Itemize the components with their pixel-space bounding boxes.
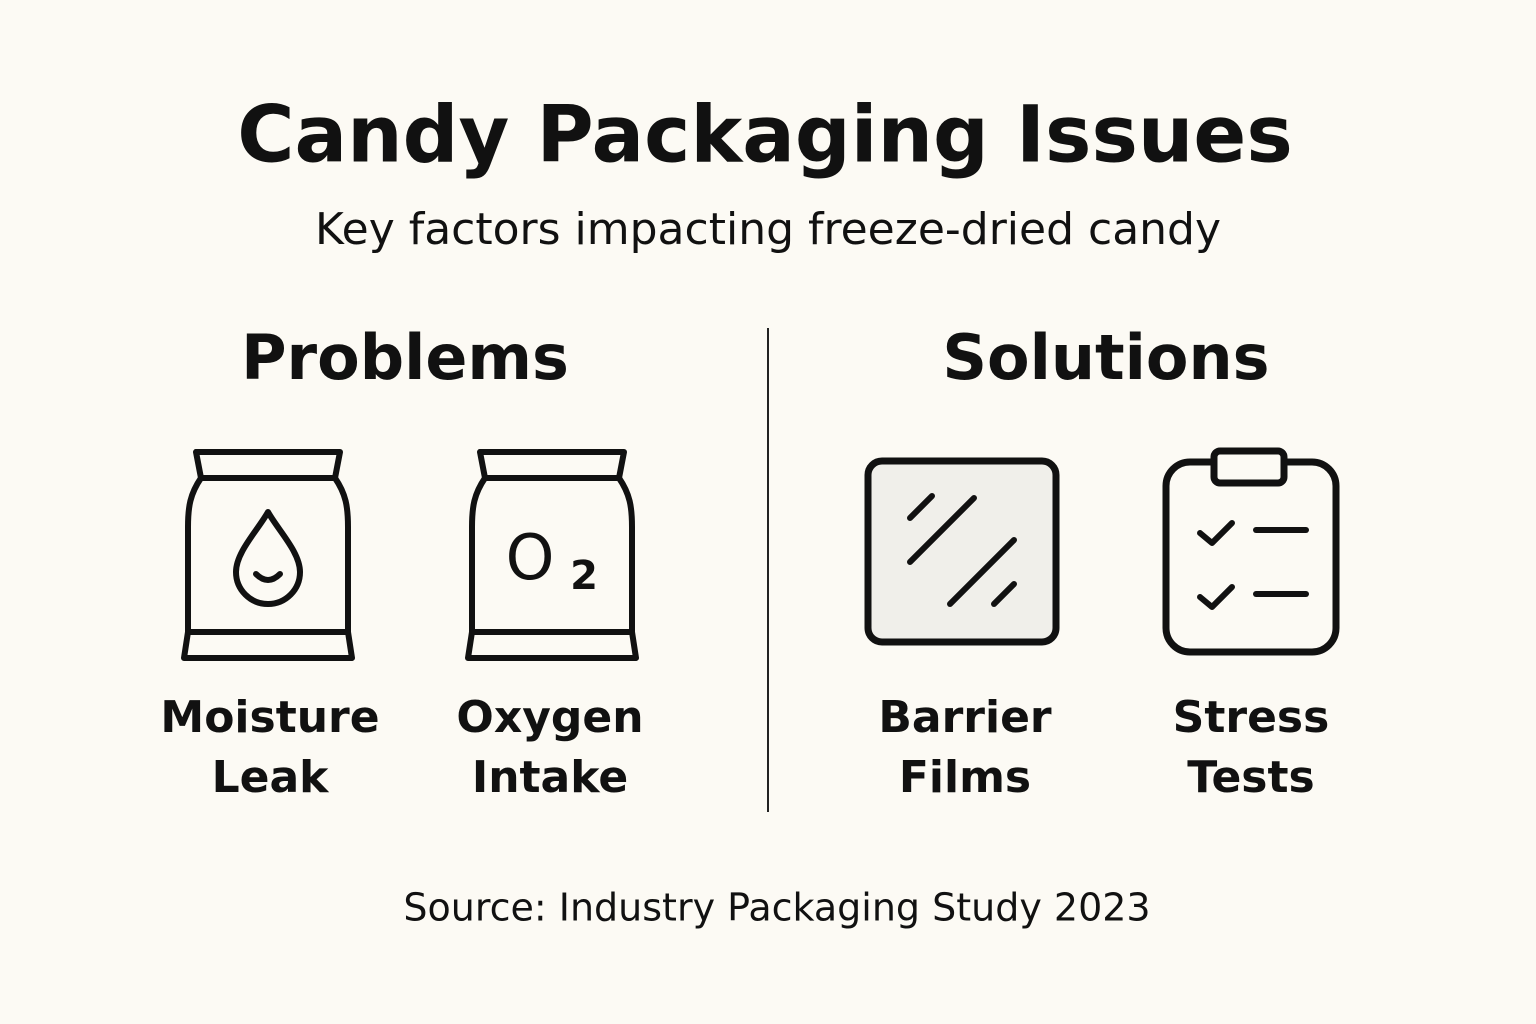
item-label: Barrier xyxy=(878,692,1052,743)
item-label: Intake xyxy=(472,752,628,803)
item-labels: Moisture Leak Oxygen Intake Barrier Films Stre… xyxy=(160,692,1329,803)
title: Candy Packaging Issues xyxy=(237,90,1293,180)
moisture-bag-icon xyxy=(181,449,355,661)
oxygen-symbol: O xyxy=(506,521,555,594)
item-label: Moisture xyxy=(160,692,379,743)
section-heading: Problems xyxy=(241,321,569,394)
item-label: Leak xyxy=(212,752,331,803)
subtitle: Key factors impacting freeze-dried candy xyxy=(315,204,1221,255)
item-label: Films xyxy=(899,752,1031,803)
item-label: Oxygen xyxy=(456,692,643,743)
clipboard-icon xyxy=(1162,447,1340,656)
source-note: Source: Industry Packaging Study 2023 xyxy=(403,886,1150,930)
oxygen-bag-icon xyxy=(465,449,639,661)
item-label: Stress xyxy=(1173,692,1330,743)
item-label: Tests xyxy=(1187,752,1314,803)
oxygen-subscript: 2 xyxy=(570,553,598,599)
section-heading: Solutions xyxy=(942,321,1269,394)
barrier-film-icon xyxy=(864,457,1060,646)
